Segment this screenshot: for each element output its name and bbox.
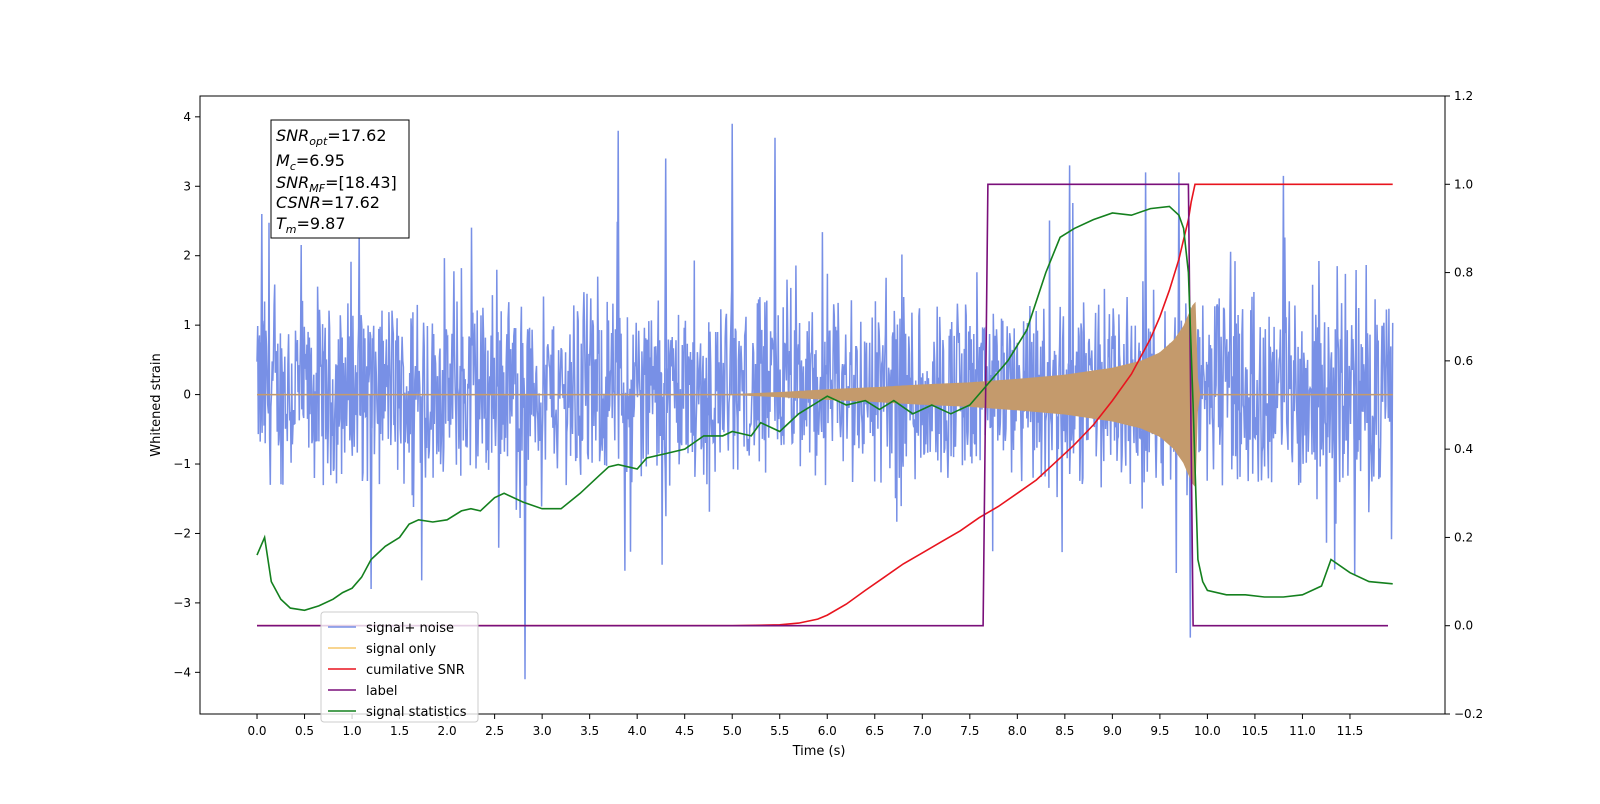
series-signal-statistics-line	[256, 205, 1393, 612]
svg-text:CSNR=17.62: CSNR=17.62	[276, 193, 380, 212]
x-tick-label: 9.0	[1103, 724, 1122, 738]
series-signal-noise-spike	[730, 123, 734, 395]
x-tick-label: 11.5	[1337, 724, 1364, 738]
x-tick-label: 11.0	[1289, 724, 1316, 738]
annotation-snr-mf: [18.43]	[338, 173, 396, 192]
x-tick-label: 5.5	[770, 724, 789, 738]
y-tick-label: 2	[183, 249, 191, 263]
y2-tick-label: 0.4	[1454, 442, 1473, 456]
svg-text:Tm=9.87: Tm=9.87	[276, 214, 346, 236]
series-signal-noise-spike	[260, 213, 264, 395]
y-tick-label: −3	[173, 596, 191, 610]
x-tick-label: 4.5	[675, 724, 694, 738]
y2-tick-label: 0.6	[1454, 354, 1473, 368]
series-signal-noise-spike	[1067, 165, 1072, 395]
x-tick-label: 7.0	[913, 724, 932, 738]
x-tick-label: 8.5	[1055, 724, 1074, 738]
y-tick-label: 4	[183, 110, 191, 124]
y2-tick-label: 0.8	[1454, 266, 1473, 280]
y-tick-label: −2	[173, 526, 191, 540]
legend-label: signal+ noise	[366, 621, 454, 636]
legend-label: label	[366, 684, 397, 699]
annotation-tm: 9.87	[310, 214, 346, 233]
y-tick-label: 0	[183, 388, 191, 402]
x-tick-label: 9.5	[1150, 724, 1169, 738]
series-signal-noise-spike	[1177, 172, 1181, 395]
series-signal-noise-spike	[1143, 172, 1148, 395]
x-tick-label: 3.5	[580, 724, 599, 738]
x-tick-label: 0.0	[247, 724, 266, 738]
x-tick-label: 8.0	[1008, 724, 1027, 738]
annotation-snr-opt: 17.62	[341, 126, 387, 145]
x-tick-label: 4.0	[628, 724, 647, 738]
x-tick-label: 1.5	[390, 724, 409, 738]
x-tick-label: 10.0	[1194, 724, 1221, 738]
x-tick-label: 6.0	[818, 724, 837, 738]
y-tick-label: −4	[173, 665, 191, 679]
y2-tick-label: 1.2	[1454, 89, 1473, 103]
x-tick-label: 10.5	[1242, 724, 1269, 738]
series-label-line	[257, 183, 1388, 627]
legend-label: cumilative SNR	[366, 663, 465, 678]
series-signal-noise-spike	[523, 394, 527, 680]
x-tick-label: 5.0	[723, 724, 742, 738]
x-axis-label: Time (s)	[792, 744, 846, 759]
y-axis-label: Whitened strain	[149, 353, 164, 456]
x-tick-label: 2.5	[485, 724, 504, 738]
series-signal-noise-spike	[616, 130, 620, 395]
y2-tick-label: 0.2	[1454, 530, 1473, 544]
y-tick-label: 1	[183, 318, 191, 332]
legend-label: signal only	[366, 642, 436, 657]
series-cumulative-snr-line	[257, 183, 1393, 627]
annotation-csnr: 17.62	[334, 193, 380, 212]
x-tick-label: 2.0	[438, 724, 457, 738]
legend-label: signal statistics	[366, 705, 467, 720]
x-tick-label: 7.5	[960, 724, 979, 738]
x-tick-label: 1.0	[343, 724, 362, 738]
y-tick-label: 3	[183, 179, 191, 193]
y2-tick-label: 0.0	[1454, 619, 1473, 633]
x-tick-label: 0.5	[295, 724, 314, 738]
series-signal-noise-spike	[663, 158, 668, 395]
series-signal-noise-spike	[1281, 175, 1286, 395]
series-signal-noise-spike	[773, 137, 777, 395]
series-signal-noise-line	[256, 202, 1394, 581]
y-tick-label: −1	[173, 457, 191, 471]
x-tick-label: 6.5	[865, 724, 884, 738]
svg-text:SNRopt=17.62: SNRopt=17.62	[276, 126, 387, 148]
svg-text:Mc=6.95: Mc=6.95	[276, 151, 345, 173]
y2-tick-label: 1.0	[1454, 177, 1473, 191]
series-signal-noise-spike	[369, 394, 373, 590]
x-tick-label: 3.0	[533, 724, 552, 738]
svg-text:SNRMF=[18.43]: SNRMF=[18.43]	[276, 173, 397, 195]
annotation-mc: 6.95	[309, 151, 345, 170]
legend: signal+ noise signal only cumilative SNR la…	[320, 611, 479, 723]
annotation-box: SNRopt=17.62 Mc=6.95 SNRMF=[18.43] CSNR=…	[270, 119, 410, 239]
y2-tick-label: −0.2	[1454, 707, 1483, 721]
plot-frame	[199, 95, 1446, 715]
